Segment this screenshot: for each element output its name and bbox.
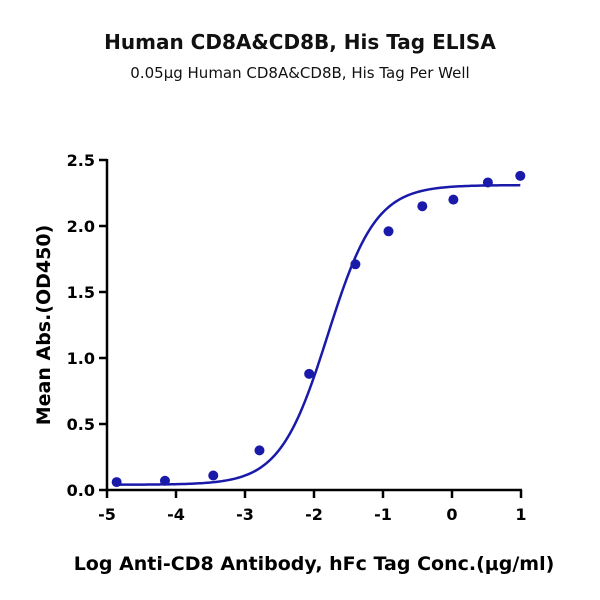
y-tick-label: 0.5 (67, 415, 95, 434)
data-point (383, 226, 394, 237)
data-point (448, 194, 459, 205)
x-tick-label: -5 (98, 505, 116, 524)
y-tick-label: 1.5 (67, 283, 95, 302)
data-point (482, 177, 493, 188)
y-tick-label: 2.5 (67, 151, 95, 170)
data-point (159, 475, 170, 486)
chart-title: Human CD8A&CD8B, His Tag ELISA (104, 30, 496, 54)
x-axis-label: Log Anti-CD8 Antibody, hFc Tag Conc.(μg/… (74, 553, 555, 575)
fit-curve (116, 183, 521, 486)
axes: 0.0 0.5 1.0 1.5 2.0 2.5 -5 -4 -3 -2 -1 0 1 (67, 151, 527, 524)
y-axis-label: Mean Abs.(OD450) (33, 225, 55, 426)
y-tick-label: 1.0 (67, 349, 95, 368)
x-tick-label: 0 (446, 505, 457, 524)
data-point (417, 201, 428, 212)
data-point (350, 259, 361, 270)
data-point (304, 368, 315, 379)
x-tick-label: -2 (305, 505, 323, 524)
data-points-layer (111, 170, 526, 488)
x-tick-label: -3 (236, 505, 254, 524)
x-tick-label: 1 (515, 505, 526, 524)
data-point (111, 477, 122, 488)
data-point (254, 445, 265, 456)
data-point (208, 470, 219, 481)
x-tick-label: -4 (167, 505, 185, 524)
x-tick-label: -1 (374, 505, 392, 524)
chart-subtitle: 0.05μg Human CD8A&CD8B, His Tag Per Well (130, 64, 470, 82)
data-point (515, 170, 526, 181)
y-tick-label: 0.0 (67, 481, 95, 500)
fit-curve-layer (116, 183, 521, 486)
y-tick-label: 2.0 (67, 217, 95, 236)
